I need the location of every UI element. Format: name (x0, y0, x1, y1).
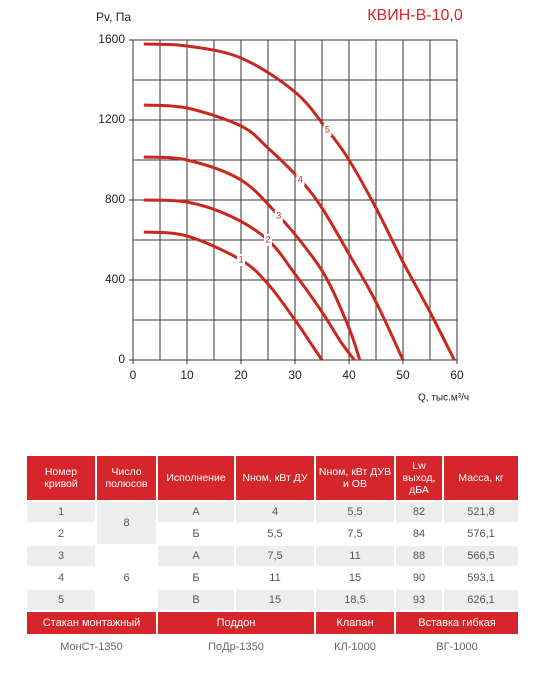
cell: 521,8 (444, 502, 518, 522)
x-tick-label: 40 (342, 368, 356, 382)
curve-label-bg (296, 174, 305, 186)
accessory-cell: КЛ-1000 (334, 641, 376, 653)
accessory-header: Клапан (316, 612, 394, 634)
cell: 2 (57, 528, 65, 540)
curve-label: 3 (276, 210, 281, 220)
chart: КВИН-В-10,0 Pv, Па Q, тыс.м³/ч 0 10 20 30 40… (96, 7, 469, 404)
accessory-header: Стакан монтажный (27, 612, 156, 634)
curve-label-bg (237, 254, 245, 266)
cell: А (158, 502, 234, 522)
y-tick-label: 1600 (98, 32, 125, 46)
table: Номер кривой Число полюсов Исполнение Nн… (25, 454, 520, 660)
x-axis-label: Q, тыс.м³/ч (418, 393, 469, 404)
curve-label: 4 (298, 174, 303, 184)
cell: 8 (97, 502, 156, 544)
cell: 88 (396, 546, 442, 566)
y-tick-label: 400 (105, 272, 125, 286)
cell: Б (192, 572, 200, 584)
header-cell: Nном, кВт ДУВ и ОВ (316, 456, 394, 500)
cell: 1 (27, 502, 95, 522)
x-tick-label: 20 (234, 368, 248, 382)
curve (143, 230, 324, 361)
accessory-header: Поддон (158, 612, 314, 634)
cell: 18,5 (316, 590, 394, 610)
curve-label-bg (323, 124, 332, 136)
cell: 4 (236, 502, 314, 522)
header-cell: Масса, кг (444, 456, 518, 500)
curve (143, 42, 456, 361)
x-tick-label: 10 (180, 368, 194, 382)
curve-label: 1 (238, 254, 243, 264)
y-tick-label: 1200 (98, 112, 125, 126)
cell: 11 (316, 546, 394, 566)
cell: 5 (27, 590, 95, 610)
cell: 7,5 (347, 528, 363, 540)
cell: 90 (412, 572, 426, 584)
cell: 82 (396, 502, 442, 522)
header-cell: Nном, кВт ДУ (236, 456, 314, 500)
curve (143, 103, 405, 361)
header-cell: Число полюсов (97, 456, 156, 500)
cell: 5,5 (316, 502, 394, 522)
cell: 7,5 (236, 546, 314, 566)
y-tick-label: 800 (105, 192, 125, 206)
cell: 84 (412, 528, 426, 540)
curve-label-bg (274, 210, 283, 222)
accessory-cell: МонСт-1350 (60, 641, 123, 653)
curve-label: 2 (265, 234, 270, 244)
x-tick-label: 0 (130, 368, 137, 382)
cell: 6 (97, 546, 156, 610)
curve-label: 5 (325, 124, 330, 134)
y-tick-label: 0 (118, 352, 125, 366)
x-tick-label: 60 (450, 368, 464, 382)
cell: 3 (27, 546, 95, 566)
header-cell: Номер кривой (27, 456, 95, 500)
cell: 15 (236, 590, 314, 610)
curve (143, 155, 362, 361)
cell: Б (192, 528, 200, 540)
curve-label-bg (264, 234, 272, 246)
header-cell: Lw выход, дБА (396, 456, 442, 500)
cell: 626,1 (444, 590, 518, 610)
accessory-cell: ПоДр-1350 (208, 641, 264, 653)
cell: 5,5 (267, 528, 283, 540)
chart-title: КВИН-В-10,0 (367, 7, 463, 24)
cell: 11 (269, 572, 281, 584)
cell: А (158, 546, 234, 566)
cell: В (158, 590, 234, 610)
y-axis-label: Pv, Па (96, 10, 131, 24)
curve (143, 198, 356, 361)
cell: 4 (57, 572, 65, 584)
header-cell: Исполнение (158, 456, 234, 500)
cell: 566,5 (444, 546, 518, 566)
cell: 576,1 (467, 528, 495, 540)
accessory-header: Вставка гибкая (396, 612, 518, 634)
x-tick-label: 50 (396, 368, 410, 382)
x-tick-label: 30 (288, 368, 302, 382)
cell: 93 (396, 590, 442, 610)
cell: 15 (348, 572, 362, 584)
cell: 593,1 (467, 572, 495, 584)
accessory-cell: ВГ-1000 (436, 641, 478, 653)
